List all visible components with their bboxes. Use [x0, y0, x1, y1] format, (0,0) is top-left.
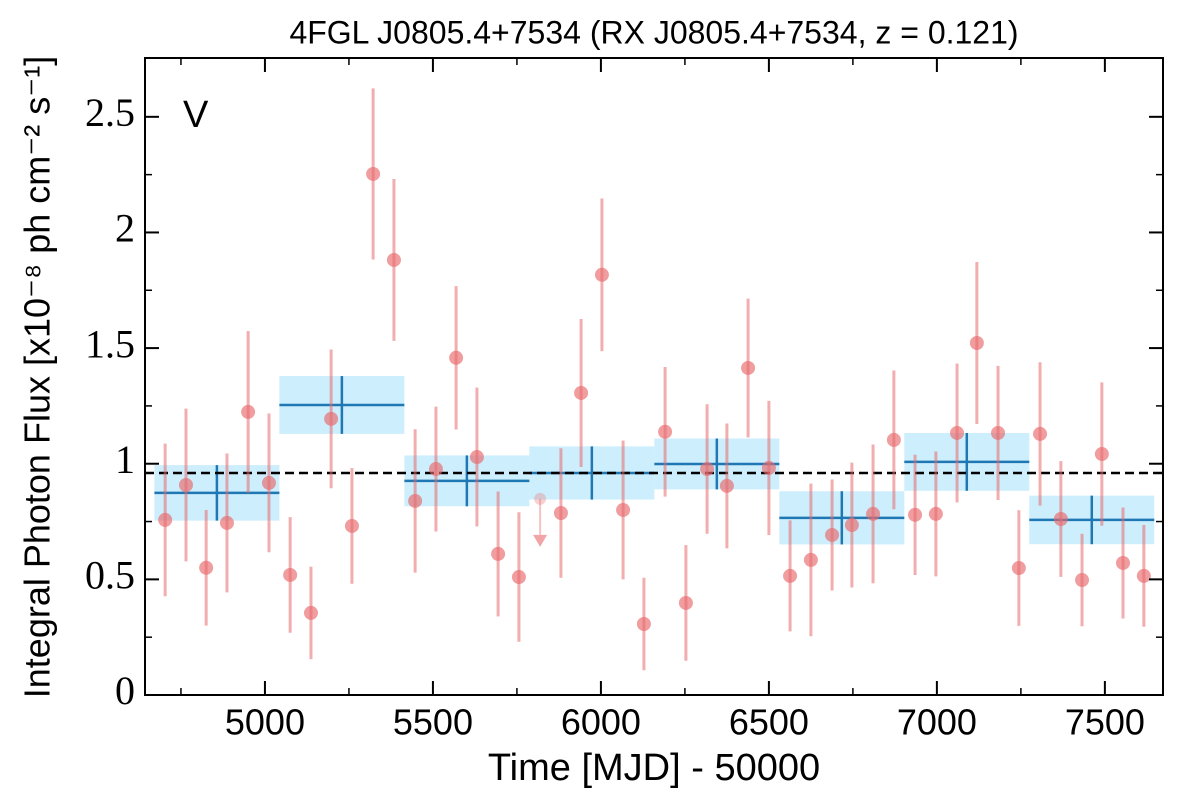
data-point [844, 518, 859, 533]
y-axis-label: Integral Photon Flux [x10⁻⁸ ph cm⁻² s⁻¹] [17, 56, 58, 698]
data-point [783, 568, 798, 583]
data-point [574, 385, 589, 400]
data-point [991, 425, 1006, 440]
data-point [950, 425, 965, 440]
x-tick-label: 5000 [225, 702, 305, 743]
data-point [658, 424, 673, 439]
data-point [1116, 555, 1131, 570]
data-point [428, 462, 443, 477]
data-point [803, 552, 818, 567]
data-point [366, 166, 381, 181]
data-point [261, 475, 276, 490]
data-point [408, 493, 423, 508]
x-tick-label: 5500 [393, 702, 473, 743]
data-point [616, 502, 631, 517]
upper-limit [534, 492, 547, 505]
data-point [344, 518, 359, 533]
data-point [386, 252, 401, 267]
data-point [719, 478, 734, 493]
data-point [553, 505, 568, 520]
data-point [886, 432, 901, 447]
data-point [199, 560, 214, 575]
data-point [678, 595, 693, 610]
data-point [491, 546, 506, 561]
data-point [283, 567, 298, 582]
upper-limit-arrow [533, 534, 548, 547]
y-tick-label: 2.5 [85, 90, 135, 135]
data-point [1075, 573, 1090, 588]
data-point [636, 616, 651, 631]
x-tick-label: 7000 [897, 702, 977, 743]
data-point [969, 336, 984, 351]
y-tick-label: 0.5 [85, 553, 135, 598]
x-tick-label: 7500 [1065, 702, 1145, 743]
y-tick-label: 2 [115, 206, 135, 251]
data-point [158, 512, 173, 527]
data-point [1033, 426, 1048, 441]
x-axis-label: Time [MJD] - 50000 [488, 747, 820, 789]
data-point [449, 350, 464, 365]
data-point [1011, 561, 1026, 576]
data-point [761, 460, 776, 475]
x-tick-label: 6500 [729, 702, 809, 743]
data-point [324, 411, 339, 426]
data-point [700, 462, 715, 477]
data-point [1136, 568, 1151, 583]
data-point [908, 507, 923, 522]
data-point [1094, 447, 1109, 462]
x-tick-label: 6000 [561, 702, 641, 743]
y-tick-label: 1 [115, 437, 135, 482]
data-point [825, 527, 840, 542]
data-point [178, 478, 193, 493]
data-point [241, 404, 256, 419]
data-point [594, 267, 609, 282]
annotation: V [183, 94, 209, 136]
data-point [303, 605, 318, 620]
data-point [928, 506, 943, 521]
chart-title: 4FGL J0805.4+7534 (RX J0805.4+7534, z = … [289, 14, 1018, 50]
y-tick-label: 1.5 [85, 321, 135, 366]
data-point [469, 450, 484, 465]
data-point [1053, 512, 1068, 527]
y-tick-label: 0 [115, 668, 135, 713]
data-point [219, 515, 234, 530]
data-point [511, 570, 526, 585]
plot-frame [144, 57, 1164, 696]
data-point [741, 360, 756, 375]
data-point [866, 506, 881, 521]
